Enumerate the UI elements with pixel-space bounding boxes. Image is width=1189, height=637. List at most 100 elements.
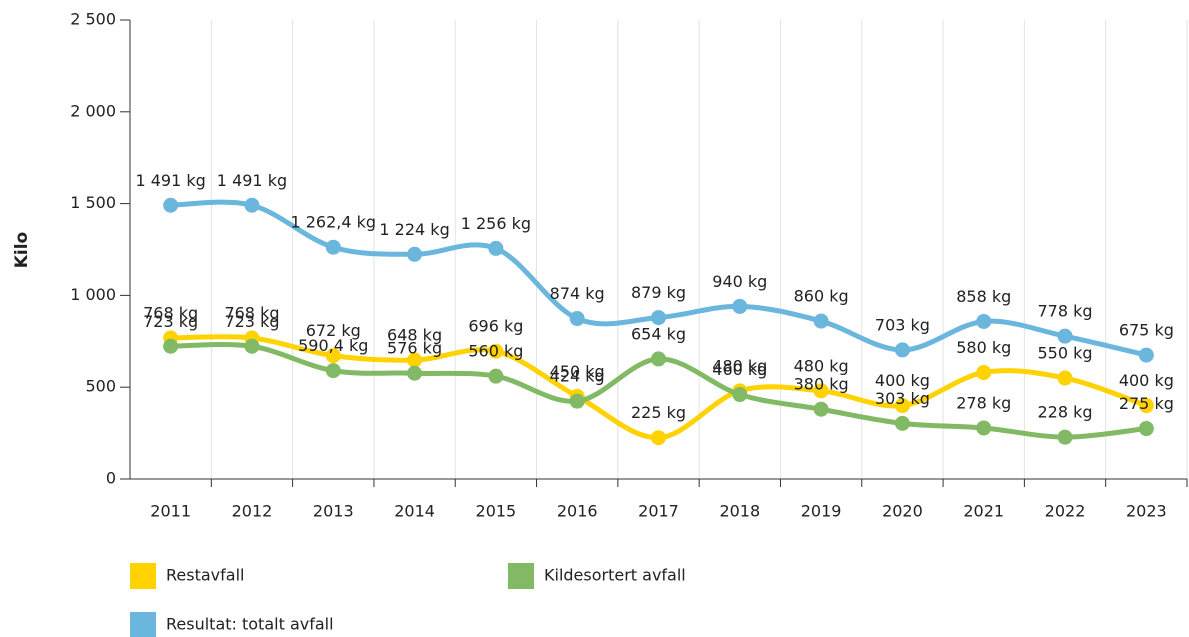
x-tick-label: 2011 (150, 502, 191, 521)
point (732, 298, 748, 314)
data-label: 1 262,4 kg (290, 213, 376, 232)
data-label: 480 kg (712, 356, 767, 375)
point (325, 363, 341, 379)
x-tick-label: 2021 (963, 502, 1004, 521)
x-tick-label: 2013 (313, 502, 354, 521)
x-tick-label: 2015 (476, 502, 517, 521)
point (894, 342, 910, 358)
data-label: 723 kg (224, 312, 279, 331)
y-tick-label: 1 500 (70, 193, 116, 212)
data-label: 460 kg (712, 360, 767, 379)
point (1057, 370, 1073, 386)
x-tick-label: 2014 (394, 502, 435, 521)
point (651, 310, 666, 326)
data-label: 874 kg (550, 284, 605, 303)
data-label: 225 kg (631, 403, 686, 422)
point (813, 401, 829, 417)
point (1138, 421, 1154, 437)
point (488, 368, 504, 384)
point (976, 420, 992, 436)
y-tick-label: 500 (85, 377, 116, 396)
data-label: 580 kg (956, 338, 1011, 357)
point (976, 313, 992, 329)
point (407, 365, 423, 381)
data-label: 576 kg (387, 339, 442, 358)
data-label: 703 kg (875, 315, 930, 334)
data-label: 550 kg (1038, 344, 1093, 363)
data-label: 424 kg (550, 367, 605, 386)
data-label: 590,4 kg (298, 336, 368, 355)
data-label: 654 kg (631, 324, 686, 343)
data-label: 278 kg (956, 393, 1011, 412)
legend-label: Kildesortert avfall (544, 566, 686, 585)
data-label: 768 kg (143, 303, 198, 322)
point (651, 430, 666, 446)
point (651, 351, 666, 367)
point (244, 338, 260, 354)
data-label: 400 kg (875, 371, 930, 390)
data-label: 380 kg (794, 375, 849, 394)
data-label: 1 491 kg (135, 171, 205, 190)
legend-label: Restavfall (166, 566, 244, 585)
data-label: 1 256 kg (461, 214, 531, 233)
legend-swatch (130, 563, 156, 589)
data-label: 778 kg (1038, 302, 1093, 321)
point (569, 311, 585, 327)
point (813, 313, 829, 329)
data-label: 675 kg (1119, 321, 1174, 340)
data-label: 400 kg (1119, 371, 1174, 390)
data-label: 768 kg (224, 303, 279, 322)
legend-label: Resultat: totalt avfall (166, 615, 334, 634)
point (488, 240, 504, 256)
point (325, 239, 341, 255)
point (813, 383, 829, 399)
point (569, 393, 585, 409)
point (325, 348, 341, 364)
point (1138, 398, 1154, 414)
data-label: 696 kg (468, 317, 523, 336)
point (894, 398, 910, 414)
point (163, 197, 179, 213)
point (1138, 347, 1154, 363)
point (488, 343, 504, 359)
y-tick-label: 2 500 (70, 10, 116, 29)
x-tick-label: 2019 (801, 502, 842, 521)
data-label: 1 224 kg (379, 220, 449, 239)
x-tick-label: 2012 (232, 502, 273, 521)
x-tick-label: 2016 (557, 502, 598, 521)
point (894, 415, 910, 431)
point (732, 387, 748, 403)
y-axis-title: Kilo (12, 232, 32, 269)
point (976, 365, 992, 381)
data-label: 275 kg (1119, 394, 1174, 413)
y-tick-label: 0 (106, 469, 116, 488)
y-tick-label: 1 000 (70, 285, 116, 304)
point (1057, 429, 1073, 445)
data-label: 723 kg (143, 312, 198, 331)
data-label: 303 kg (875, 389, 930, 408)
x-tick-label: 2020 (882, 502, 923, 521)
point (163, 338, 179, 354)
data-label: 672 kg (306, 321, 361, 340)
x-tick-label: 2018 (719, 502, 760, 521)
x-tick-label: 2023 (1126, 502, 1167, 521)
legend-swatch (130, 612, 156, 637)
point (244, 197, 260, 213)
point (1057, 328, 1073, 344)
y-tick-label: 2 000 (70, 101, 116, 120)
data-label: 1 491 kg (217, 171, 287, 190)
point (407, 352, 423, 368)
data-label: 879 kg (631, 283, 686, 302)
x-tick-label: 2017 (638, 502, 679, 521)
data-label: 940 kg (712, 272, 767, 291)
legend-swatch (508, 563, 534, 589)
data-label: 648 kg (387, 326, 442, 345)
data-label: 480 kg (794, 356, 849, 375)
data-label: 228 kg (1038, 403, 1093, 422)
point (407, 246, 423, 262)
data-label: 450 kg (550, 362, 605, 381)
x-tick-label: 2022 (1045, 502, 1086, 521)
data-label: 858 kg (956, 287, 1011, 306)
data-label: 560 kg (468, 342, 523, 361)
